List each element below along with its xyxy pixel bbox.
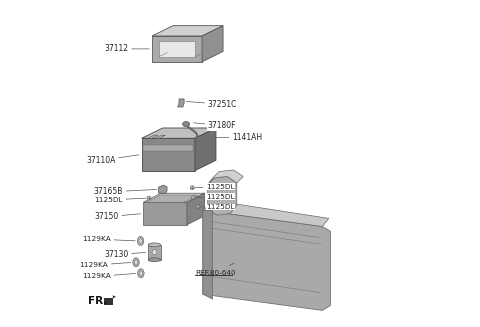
Text: 37180F: 37180F xyxy=(194,121,236,130)
Text: 1129KA: 1129KA xyxy=(82,273,135,280)
Polygon shape xyxy=(187,193,204,225)
Polygon shape xyxy=(195,128,216,171)
Polygon shape xyxy=(152,36,202,62)
Ellipse shape xyxy=(139,239,142,243)
Ellipse shape xyxy=(137,236,144,246)
Bar xyxy=(105,299,113,305)
Polygon shape xyxy=(146,195,198,202)
Polygon shape xyxy=(155,135,166,138)
Polygon shape xyxy=(148,245,161,260)
Polygon shape xyxy=(203,210,213,299)
Text: 37130: 37130 xyxy=(104,250,145,259)
Ellipse shape xyxy=(133,258,139,267)
Polygon shape xyxy=(159,41,195,57)
Ellipse shape xyxy=(134,260,138,265)
Text: 1125DL: 1125DL xyxy=(95,197,146,203)
Ellipse shape xyxy=(139,271,143,276)
Polygon shape xyxy=(144,202,187,225)
Polygon shape xyxy=(144,193,204,202)
Polygon shape xyxy=(113,295,116,299)
Text: 37112: 37112 xyxy=(105,44,149,53)
Circle shape xyxy=(192,196,195,200)
Polygon shape xyxy=(203,201,329,227)
Ellipse shape xyxy=(152,250,157,255)
Ellipse shape xyxy=(148,243,161,247)
Polygon shape xyxy=(208,170,243,184)
Polygon shape xyxy=(152,26,223,36)
Polygon shape xyxy=(202,26,223,62)
Text: 1125DL: 1125DL xyxy=(201,204,235,210)
Text: 1129KA: 1129KA xyxy=(82,236,135,242)
Text: 1125DL: 1125DL xyxy=(195,184,235,190)
Polygon shape xyxy=(203,210,330,310)
Circle shape xyxy=(209,136,211,138)
Text: 1125DL: 1125DL xyxy=(196,194,235,200)
Polygon shape xyxy=(142,138,195,171)
Ellipse shape xyxy=(182,122,190,127)
Circle shape xyxy=(196,205,200,209)
Text: 37110A: 37110A xyxy=(86,155,139,165)
Text: 1129KA: 1129KA xyxy=(80,262,131,268)
Polygon shape xyxy=(208,135,212,140)
Text: 37251C: 37251C xyxy=(186,100,237,109)
Polygon shape xyxy=(144,145,193,151)
Ellipse shape xyxy=(148,258,161,262)
Ellipse shape xyxy=(138,269,144,278)
Polygon shape xyxy=(142,128,216,138)
Circle shape xyxy=(147,196,151,200)
Text: 37150: 37150 xyxy=(95,212,141,221)
Polygon shape xyxy=(148,135,158,138)
Polygon shape xyxy=(178,99,184,107)
Polygon shape xyxy=(158,185,167,193)
Polygon shape xyxy=(208,176,237,215)
Text: 1141AH: 1141AH xyxy=(216,133,262,142)
Text: 37165B: 37165B xyxy=(94,187,156,197)
Circle shape xyxy=(190,186,194,190)
Text: FR.: FR. xyxy=(88,296,108,306)
Text: REF.80-640: REF.80-640 xyxy=(195,263,235,276)
